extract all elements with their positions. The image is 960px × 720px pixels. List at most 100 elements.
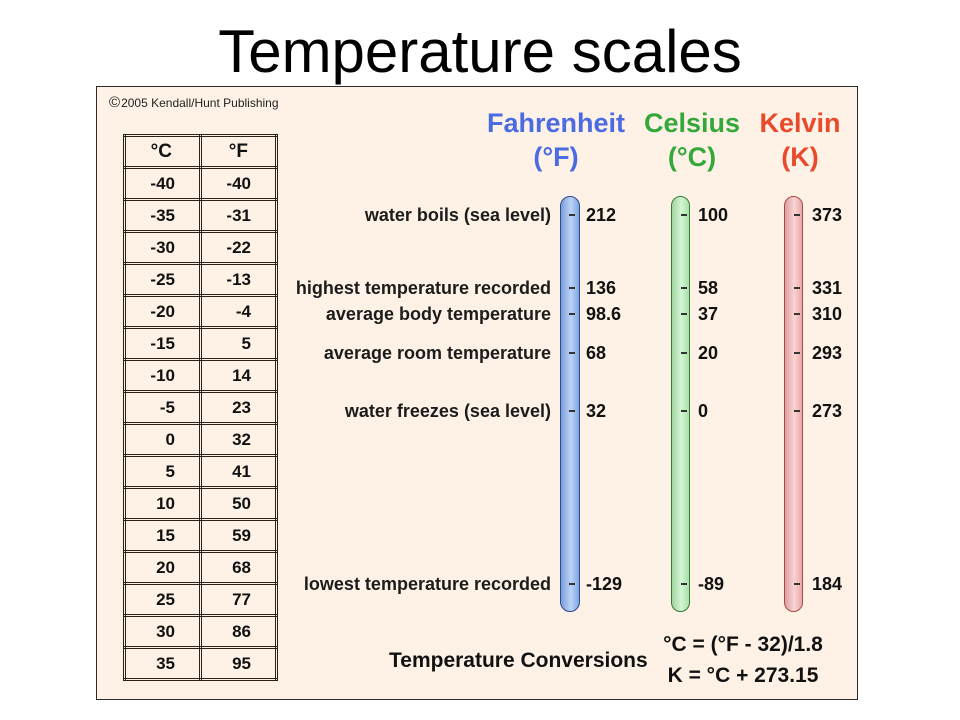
- celsius-cell: -35: [123, 198, 202, 233]
- kelvin-tick-mark: [794, 214, 800, 216]
- fahrenheit-cell: 95: [199, 646, 278, 681]
- fahrenheit-tick-mark: [569, 583, 575, 585]
- fahrenheit-cell: -31: [199, 198, 278, 233]
- fahrenheit-cell: 14: [199, 358, 278, 393]
- fahrenheit-cell: 23: [199, 390, 278, 425]
- reference-label: lowest temperature recorded: [303, 574, 551, 594]
- table-row: 5 41: [123, 454, 278, 489]
- fahrenheit-cell: 32: [199, 422, 278, 457]
- celsius-tick-mark: [681, 410, 687, 412]
- celsius-value: -89: [698, 574, 725, 594]
- fahrenheit-tick-mark: [569, 313, 575, 315]
- reference-row-body-temperature: average body temperature 98.6 37 310: [96, 303, 858, 325]
- reference-label: water boils (sea level): [364, 205, 551, 225]
- celsius-cell: 10: [123, 486, 202, 521]
- kelvin-value: 293: [812, 343, 843, 363]
- temperature-figure: ©2005 Kendall/Hunt Publishing °C °F -40 …: [96, 86, 858, 700]
- fahrenheit-cell: 50: [199, 486, 278, 521]
- kelvin-tick-mark: [794, 352, 800, 354]
- celsius-cell: -5: [123, 390, 202, 425]
- table-row: -15 5: [123, 326, 278, 361]
- table-header-row: °C °F: [123, 134, 278, 169]
- fahrenheit-cell: -4: [199, 294, 278, 329]
- celsius-tick-mark: [681, 583, 687, 585]
- celsius-value: 0: [698, 401, 709, 421]
- conversion-formulas: °C = (°F - 32)/1.8 K = °C + 273.15: [643, 629, 843, 691]
- reference-row-water-freezes: water freezes (sea level) 32 0 273: [96, 400, 858, 422]
- celsius-cell: -20: [123, 294, 202, 329]
- fahrenheit-tick-mark: [569, 410, 575, 412]
- celsius-cell: -10: [123, 358, 202, 393]
- celsius-value: 100: [698, 205, 729, 225]
- celsius-formula: °C = (°F - 32)/1.8: [663, 633, 823, 656]
- celsius-scale-name: Celsius: [643, 108, 741, 138]
- conversions-title: Temperature Conversions: [389, 649, 648, 672]
- kelvin-scale-heading: Kelvin (K): [742, 106, 858, 174]
- table-row: 30 86: [123, 614, 278, 649]
- kelvin-thermometer-tube: [784, 196, 803, 612]
- table-row: -5 23: [123, 390, 278, 425]
- celsius-cell: -25: [123, 262, 202, 297]
- conversion-table: °C °F -40 -40 -35 -31 -30 -22 -25 -13 -2…: [123, 134, 278, 681]
- table-row: 20 68: [123, 550, 278, 585]
- kelvin-value: 310: [812, 304, 843, 324]
- fahrenheit-tick-mark: [569, 287, 575, 289]
- celsius-cell: -40: [123, 166, 202, 201]
- table-row: -35 -31: [123, 198, 278, 233]
- fahrenheit-column-header: °F: [199, 134, 278, 169]
- kelvin-value: 373: [812, 205, 843, 225]
- reference-row-highest-recorded: highest temperature recorded 136 58 331: [96, 277, 858, 299]
- fahrenheit-cell: 77: [199, 582, 278, 617]
- reference-label: average body temperature: [325, 304, 551, 324]
- celsius-value: 58: [698, 278, 719, 298]
- kelvin-tick-mark: [794, 313, 800, 315]
- kelvin-value: 331: [812, 278, 843, 298]
- celsius-tick-mark: [681, 214, 687, 216]
- kelvin-scale-unit: (K): [781, 142, 819, 172]
- kelvin-value: 184: [812, 574, 843, 594]
- reference-label: average room temperature: [323, 343, 551, 363]
- celsius-column-header: °C: [123, 134, 202, 169]
- fahrenheit-thermometer-tube: [560, 196, 580, 612]
- celsius-tick-mark: [681, 313, 687, 315]
- celsius-tick-mark: [681, 287, 687, 289]
- fahrenheit-cell: -13: [199, 262, 278, 297]
- fahrenheit-cell: -40: [199, 166, 278, 201]
- reference-row-lowest-recorded: lowest temperature recorded -129 -89 184: [96, 573, 858, 595]
- kelvin-value: 273: [812, 401, 843, 421]
- copyright-text: 2005 Kendall/Hunt Publishing: [121, 96, 279, 110]
- celsius-cell: 15: [123, 518, 202, 553]
- celsius-cell: 35: [123, 646, 202, 681]
- celsius-cell: 30: [123, 614, 202, 649]
- reference-label: water freezes (sea level): [344, 401, 551, 421]
- fahrenheit-value: 98.6: [586, 304, 622, 324]
- fahrenheit-scale-heading: Fahrenheit (°F): [476, 106, 636, 174]
- fahrenheit-cell: 59: [199, 518, 278, 553]
- kelvin-tick-mark: [794, 410, 800, 412]
- fahrenheit-scale-name: Fahrenheit: [486, 108, 626, 138]
- celsius-cell: 25: [123, 582, 202, 617]
- fahrenheit-cell: 68: [199, 550, 278, 585]
- celsius-value: 20: [698, 343, 719, 363]
- slide-title: Temperature scales: [218, 18, 742, 85]
- fahrenheit-value: -129: [586, 574, 623, 594]
- table-row: -30 -22: [123, 230, 278, 265]
- fahrenheit-value: 68: [586, 343, 607, 363]
- fahrenheit-cell: 41: [199, 454, 278, 489]
- celsius-cell: -30: [123, 230, 202, 265]
- table-row: -25 -13: [123, 262, 278, 297]
- fahrenheit-tick-mark: [569, 214, 575, 216]
- kelvin-formula: K = °C + 273.15: [667, 664, 819, 687]
- table-row: 25 77: [123, 582, 278, 617]
- kelvin-scale-name: Kelvin: [759, 108, 841, 138]
- celsius-scale-unit: (°C): [667, 142, 717, 172]
- copyright-notice: ©2005 Kendall/Hunt Publishing: [109, 94, 279, 112]
- fahrenheit-cell: -22: [199, 230, 278, 265]
- fahrenheit-value: 136: [586, 278, 617, 298]
- table-row: -40 -40: [123, 166, 278, 201]
- fahrenheit-value: 212: [586, 205, 617, 225]
- copyright-icon: ©: [109, 94, 121, 111]
- fahrenheit-scale-unit: (°F): [533, 142, 579, 172]
- celsius-scale-heading: Celsius (°C): [612, 106, 772, 174]
- fahrenheit-tick-mark: [569, 352, 575, 354]
